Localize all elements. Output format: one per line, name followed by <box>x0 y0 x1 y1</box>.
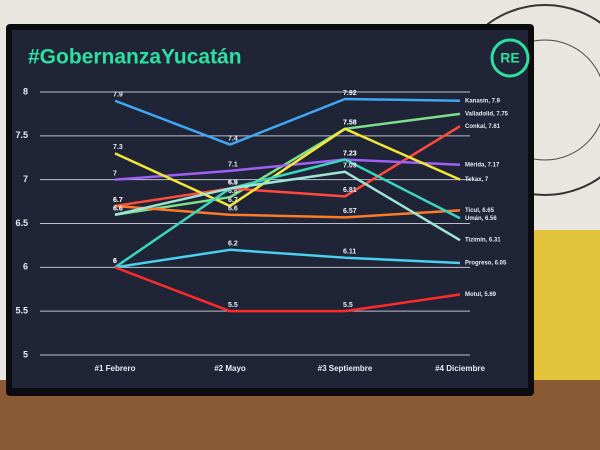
y-tick-label: 5 <box>23 349 28 359</box>
point-label: 6.9 <box>228 179 238 186</box>
series-end-label: Motul, 5.69 <box>465 292 497 298</box>
point-label: 6.7 <box>113 197 123 204</box>
x-tick-label: #4 Diciembre <box>435 364 485 373</box>
point-label: 7.58 <box>343 120 357 127</box>
logo: RE <box>500 50 519 66</box>
series-end-label: Ticul, 6.65 <box>465 208 495 214</box>
point-label: 6.2 <box>228 241 238 248</box>
x-tick-label: #2 Mayo <box>214 364 246 373</box>
series-line <box>114 112 461 216</box>
y-tick-label: 5.5 <box>15 306 28 316</box>
series-line <box>114 127 461 208</box>
point-label: 6.6 <box>113 206 123 213</box>
point-label: 5.5 <box>228 302 238 309</box>
series-end-label: Kanasín, 7.9 <box>465 98 501 104</box>
point-label: 5.5 <box>343 302 353 309</box>
point-label: 6.6 <box>113 206 123 213</box>
point-label: 6 <box>113 258 117 265</box>
series-line <box>114 266 461 313</box>
series-line <box>114 248 461 269</box>
point-label: 6 <box>113 258 117 265</box>
series-line <box>114 158 461 181</box>
y-tick-label: 6 <box>23 262 28 272</box>
plot: 55.566.577.58#1 Febrero #2 Mayo #3 Septiem… <box>15 86 508 373</box>
series-end-label: Umán, 6.56 <box>465 216 497 222</box>
series-line <box>114 158 461 269</box>
point-label: 7.1 <box>228 162 238 169</box>
y-tick-label: 8 <box>23 86 28 96</box>
point-label: 7.9 <box>113 92 123 99</box>
series-end-label: Tizimín, 6.31 <box>465 238 501 244</box>
point-label: 7.3 <box>113 144 123 151</box>
point-label: 6.9 <box>228 179 238 186</box>
series-line <box>114 204 461 219</box>
point-label: 6.11 <box>343 249 356 256</box>
logo-ring <box>490 38 530 78</box>
point-label: 7.92 <box>343 90 357 97</box>
point-label: 7.23 <box>343 150 357 157</box>
point-label: 6.7 <box>228 197 238 204</box>
point-label: 6.57 <box>343 208 357 215</box>
series-end-label: Progreso, 6.05 <box>465 261 507 267</box>
point-label: 6.81 <box>343 187 357 194</box>
point-label: 6.7 <box>113 197 123 204</box>
x-tick-label: #1 Febrero <box>95 364 136 373</box>
series-line <box>114 97 461 146</box>
point-label: 7 <box>113 171 117 178</box>
series-end-label: Tekax, 7 <box>465 177 489 183</box>
screen <box>12 30 528 388</box>
series-line <box>114 170 461 242</box>
y-tick-label: 6.5 <box>15 218 28 228</box>
chart-title: #GobernanzaYucatán <box>28 46 242 69</box>
series-end-label: Conkal, 7.61 <box>465 124 501 130</box>
point-label: 7.58 <box>343 120 357 127</box>
point-label: 7.09 <box>343 163 357 170</box>
series-end-label: Valladolid, 7.75 <box>465 111 509 117</box>
point-label: 7.4 <box>228 135 238 142</box>
point-label: 7.23 <box>343 150 357 157</box>
point-label: 6.9 <box>228 179 238 186</box>
point-label: 6.8 <box>228 188 238 195</box>
point-label: 6.6 <box>228 206 238 213</box>
y-tick-label: 7.5 <box>15 130 28 140</box>
y-tick-label: 7 <box>23 174 28 184</box>
point-label: 6 <box>113 258 117 265</box>
series-end-label: Mérida, 7.17 <box>465 162 500 168</box>
x-tick-label: #3 Septiembre <box>318 364 373 373</box>
